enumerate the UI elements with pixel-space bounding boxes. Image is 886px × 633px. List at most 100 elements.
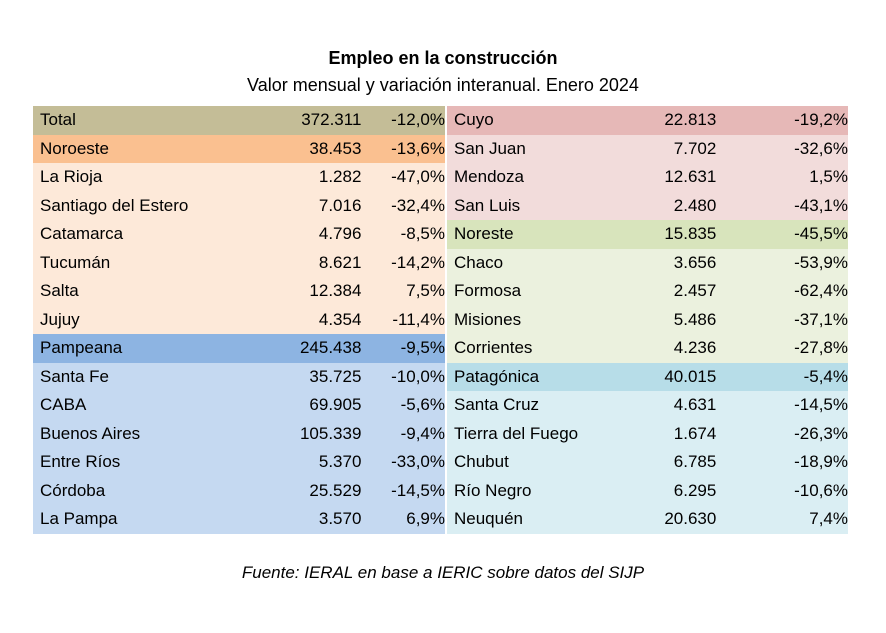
- employment-value: 6.295: [673, 480, 717, 500]
- employment-value: 2.457: [673, 281, 717, 301]
- employment-value: 7.016: [318, 195, 362, 215]
- employment-value: 245.438: [299, 338, 362, 358]
- yoy-variation: -11,4%: [392, 309, 445, 329]
- yoy-variation: -32,6%: [794, 138, 848, 158]
- yoy-variation: -32,4%: [391, 195, 445, 215]
- employment-value: 38.453: [309, 138, 362, 158]
- employment-value: 4.631: [673, 395, 717, 415]
- yoy-variation: -14,2%: [391, 252, 445, 272]
- table-row: Chubut 6.785 -18,9%: [447, 448, 848, 477]
- region-name: Misiones: [454, 309, 522, 329]
- left-region-table: Total 372.311 -12,0% Noroeste 38.453 -13,6% La…: [33, 106, 445, 534]
- region-name: Salta: [40, 281, 79, 301]
- table-row: Neuquén 20.630 7,4%: [447, 505, 848, 534]
- table-row: La Pampa 3.570 6,9%: [33, 505, 445, 534]
- employment-value: 2.480: [673, 195, 717, 215]
- employment-value: 8.621: [318, 252, 362, 272]
- table-row: Pampeana 245.438 -9,5%: [33, 334, 445, 363]
- employment-value: 3.570: [318, 509, 362, 529]
- region-name: Buenos Aires: [40, 423, 141, 443]
- employment-value: 12.384: [309, 281, 362, 301]
- employment-value: 40.015: [664, 366, 717, 386]
- region-name: Cuyo: [454, 110, 494, 130]
- table-row: Santa Fe 35.725 -10,0%: [33, 362, 445, 391]
- right-region-table: Cuyo 22.813 -19,2% San Juan 7.702 -32,6% Mendo…: [447, 106, 848, 534]
- region-name: Noreste: [454, 224, 514, 244]
- employment-value: 1.282: [318, 167, 362, 187]
- employment-value: 6.785: [673, 452, 717, 472]
- yoy-variation: -8,5%: [400, 224, 445, 244]
- table-row: Tucumán 8.621 -14,2%: [33, 248, 445, 277]
- table-row: Río Negro 6.295 -10,6%: [447, 476, 848, 505]
- region-name: Río Negro: [454, 480, 532, 500]
- table-row: Buenos Aires 105.339 -9,4%: [33, 419, 445, 448]
- yoy-variation: 1,5%: [809, 167, 848, 187]
- region-name: Santa Cruz: [454, 395, 540, 415]
- table-row: Noreste 15.835 -45,5%: [447, 220, 848, 249]
- region-name: Córdoba: [40, 480, 106, 500]
- table-subtitle: Valor mensual y variación interanual. En…: [247, 75, 639, 95]
- region-name: Tucumán: [40, 252, 111, 272]
- yoy-variation: -53,9%: [794, 252, 848, 272]
- table-row: Chaco 3.656 -53,9%: [447, 248, 848, 277]
- yoy-variation: -14,5%: [391, 480, 445, 500]
- employment-value: 4.236: [673, 338, 717, 358]
- region-name: La Pampa: [40, 509, 118, 529]
- region-name: Chubut: [454, 452, 509, 472]
- table-row: Salta 12.384 7,5%: [33, 277, 445, 306]
- employment-value: 12.631: [664, 167, 717, 187]
- employment-value: 5.370: [318, 452, 362, 472]
- employment-value: 3.656: [673, 252, 717, 272]
- table-row: Santiago del Estero 7.016 -32,4%: [33, 191, 445, 220]
- table-row: San Juan 7.702 -32,6%: [447, 134, 848, 163]
- table-row: Córdoba 25.529 -14,5%: [33, 476, 445, 505]
- region-name: Patagónica: [454, 366, 540, 386]
- table-row: Cuyo 22.813 -19,2%: [447, 106, 848, 135]
- region-name: La Rioja: [40, 167, 103, 187]
- employment-value: 7.702: [673, 138, 717, 158]
- yoy-variation: -27,8%: [794, 338, 848, 358]
- table-row: Entre Ríos 5.370 -33,0%: [33, 448, 445, 477]
- employment-value: 20.630: [664, 509, 717, 529]
- yoy-variation: -12,0%: [391, 110, 445, 130]
- yoy-variation: -9,4%: [400, 423, 445, 443]
- region-name: Entre Ríos: [40, 452, 121, 472]
- table-row: Tierra del Fuego 1.674 -26,3%: [447, 419, 848, 448]
- employment-value: 105.339: [299, 423, 362, 443]
- region-name: CABA: [40, 395, 87, 415]
- yoy-variation: -45,5%: [794, 224, 848, 244]
- yoy-variation: -37,1%: [794, 309, 848, 329]
- region-name: Corrientes: [454, 338, 533, 358]
- yoy-variation: -14,5%: [794, 395, 848, 415]
- region-name: Neuquén: [454, 509, 524, 529]
- region-name: Noroeste: [40, 138, 109, 158]
- yoy-variation: -13,6%: [391, 138, 445, 158]
- table-row: Corrientes 4.236 -27,8%: [447, 334, 848, 363]
- employment-value: 1.674: [673, 423, 717, 443]
- yoy-variation: -9,5%: [400, 338, 445, 358]
- employment-value: 4.796: [318, 224, 362, 244]
- region-name: San Luis: [454, 195, 521, 215]
- employment-value: 5.486: [673, 309, 717, 329]
- yoy-variation: -33,0%: [391, 452, 445, 472]
- table-row: La Rioja 1.282 -47,0%: [33, 163, 445, 192]
- region-name: Santa Fe: [40, 366, 109, 386]
- yoy-variation: -10,6%: [794, 480, 848, 500]
- yoy-variation: 7,5%: [406, 281, 445, 301]
- yoy-variation: -47,0%: [391, 167, 445, 187]
- table-row: Mendoza 12.631 1,5%: [447, 163, 848, 192]
- yoy-variation: -5,4%: [803, 366, 848, 386]
- table-row: San Luis 2.480 -43,1%: [447, 191, 848, 220]
- employment-value: 69.905: [309, 395, 362, 415]
- region-name: Mendoza: [454, 167, 524, 187]
- yoy-variation: 7,4%: [809, 509, 848, 529]
- table-row: Total 372.311 -12,0%: [33, 106, 445, 135]
- region-name: Santiago del Estero: [40, 195, 189, 215]
- employment-value: 4.354: [318, 309, 362, 329]
- table-row: Patagónica 40.015 -5,4%: [447, 362, 848, 391]
- region-name: San Juan: [454, 138, 526, 158]
- table-row: CABA 69.905 -5,6%: [33, 391, 445, 420]
- yoy-variation: -18,9%: [794, 452, 848, 472]
- yoy-variation: -43,1%: [794, 195, 848, 215]
- yoy-variation: 6,9%: [406, 509, 445, 529]
